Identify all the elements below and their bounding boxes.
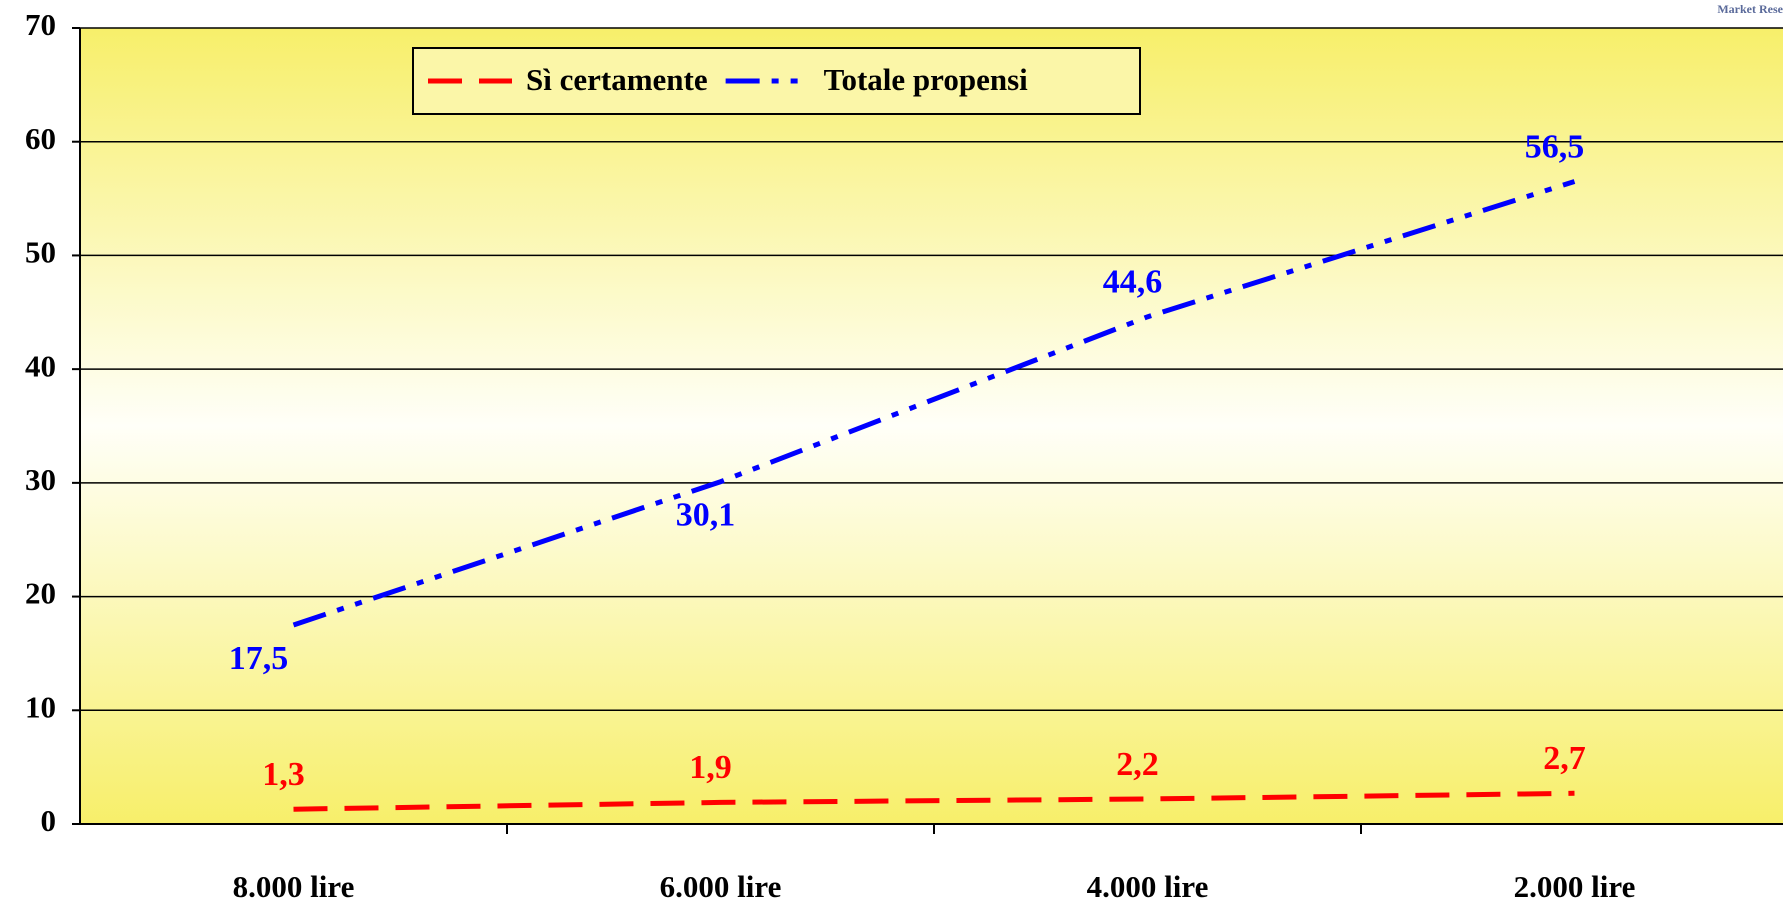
y-tick-label: 30 (25, 462, 56, 497)
y-tick-label: 60 (25, 121, 56, 156)
x-tick-label: 8.000 lire (233, 869, 355, 904)
data-label: 56,5 (1525, 128, 1585, 165)
data-label: 2,2 (1116, 746, 1159, 783)
y-tick-label: 10 (25, 689, 56, 724)
legend-label: Totale propensi (824, 62, 1029, 97)
x-tick-label: 6.000 lire (660, 869, 782, 904)
y-tick-label: 70 (25, 7, 56, 42)
data-label: 1,9 (689, 749, 732, 786)
plot-area (80, 28, 1783, 824)
x-tick-label: 4.000 lire (1087, 869, 1209, 904)
data-label: 30,1 (676, 497, 736, 534)
legend-label: Sì certamente (526, 62, 708, 97)
y-tick-label: 20 (25, 576, 56, 611)
series-line (292, 179, 1576, 628)
x-tick-label: 2.000 lire (1514, 869, 1636, 904)
data-label: 44,6 (1103, 264, 1163, 301)
y-tick-label: 0 (41, 803, 57, 838)
y-tick-label: 40 (25, 348, 56, 383)
logo-text: Market Rese (1717, 2, 1783, 16)
series-line (293, 790, 1575, 812)
data-label: 2,7 (1543, 740, 1586, 777)
y-tick-label: 50 (25, 235, 56, 270)
data-label: 17,5 (229, 640, 289, 677)
data-label: 1,3 (262, 756, 305, 793)
